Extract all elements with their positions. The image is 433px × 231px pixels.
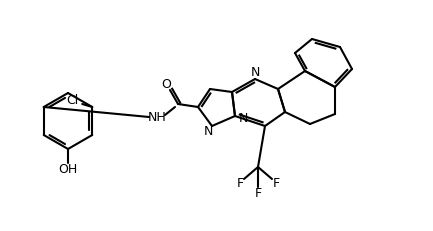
Text: N: N xyxy=(238,112,248,125)
Text: NH: NH xyxy=(148,111,166,124)
Text: Cl: Cl xyxy=(66,94,78,107)
Text: F: F xyxy=(272,177,280,190)
Text: F: F xyxy=(236,177,243,190)
Text: OH: OH xyxy=(58,163,78,176)
Text: N: N xyxy=(204,125,213,138)
Text: F: F xyxy=(255,187,262,200)
Text: O: O xyxy=(161,78,171,91)
Text: N: N xyxy=(250,66,260,79)
